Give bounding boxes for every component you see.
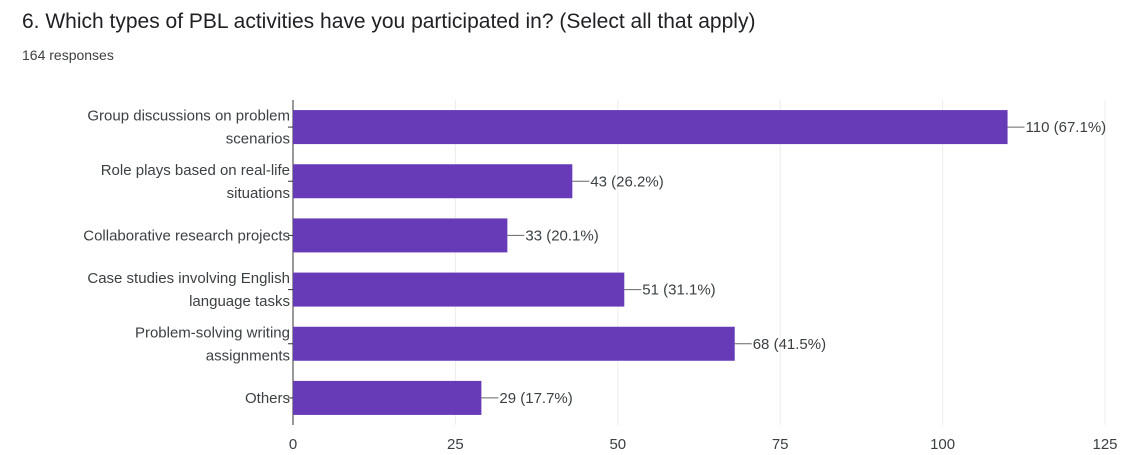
data-label: 68 (41.5%) [753,336,826,353]
category-label: Role plays based on real-life situations [101,162,290,202]
data-label: 29 (17.7%) [499,390,572,407]
bar [293,164,573,199]
bar [293,380,482,415]
bar [293,218,508,253]
x-tick-label: 100 [930,436,955,453]
data-label: 110 (67.1%) [1026,119,1107,136]
x-tick-label: 25 [447,436,464,453]
category-label: Group discussions on problem scenarios [87,108,290,148]
bar [293,272,625,307]
bar [293,110,1008,145]
category-label: Collaborative research projects [83,227,290,244]
data-label: 43 (26.2%) [590,173,663,190]
data-label: 51 (31.1%) [642,282,715,299]
x-tick-label: 125 [1092,436,1117,453]
chart-title: 6. Which types of PBL activities have yo… [22,10,756,33]
data-label: 33 (20.1%) [525,227,598,244]
response-count: 164 responses [22,47,114,63]
category-label: Case studies involving English language t… [87,270,290,310]
category-label: Problem-solving writing assignments [135,324,290,364]
x-tick-label: 0 [289,436,297,453]
x-tick-label: 75 [772,436,789,453]
category-label: Others [245,390,290,407]
x-tick-label: 50 [609,436,626,453]
bar [293,326,735,361]
